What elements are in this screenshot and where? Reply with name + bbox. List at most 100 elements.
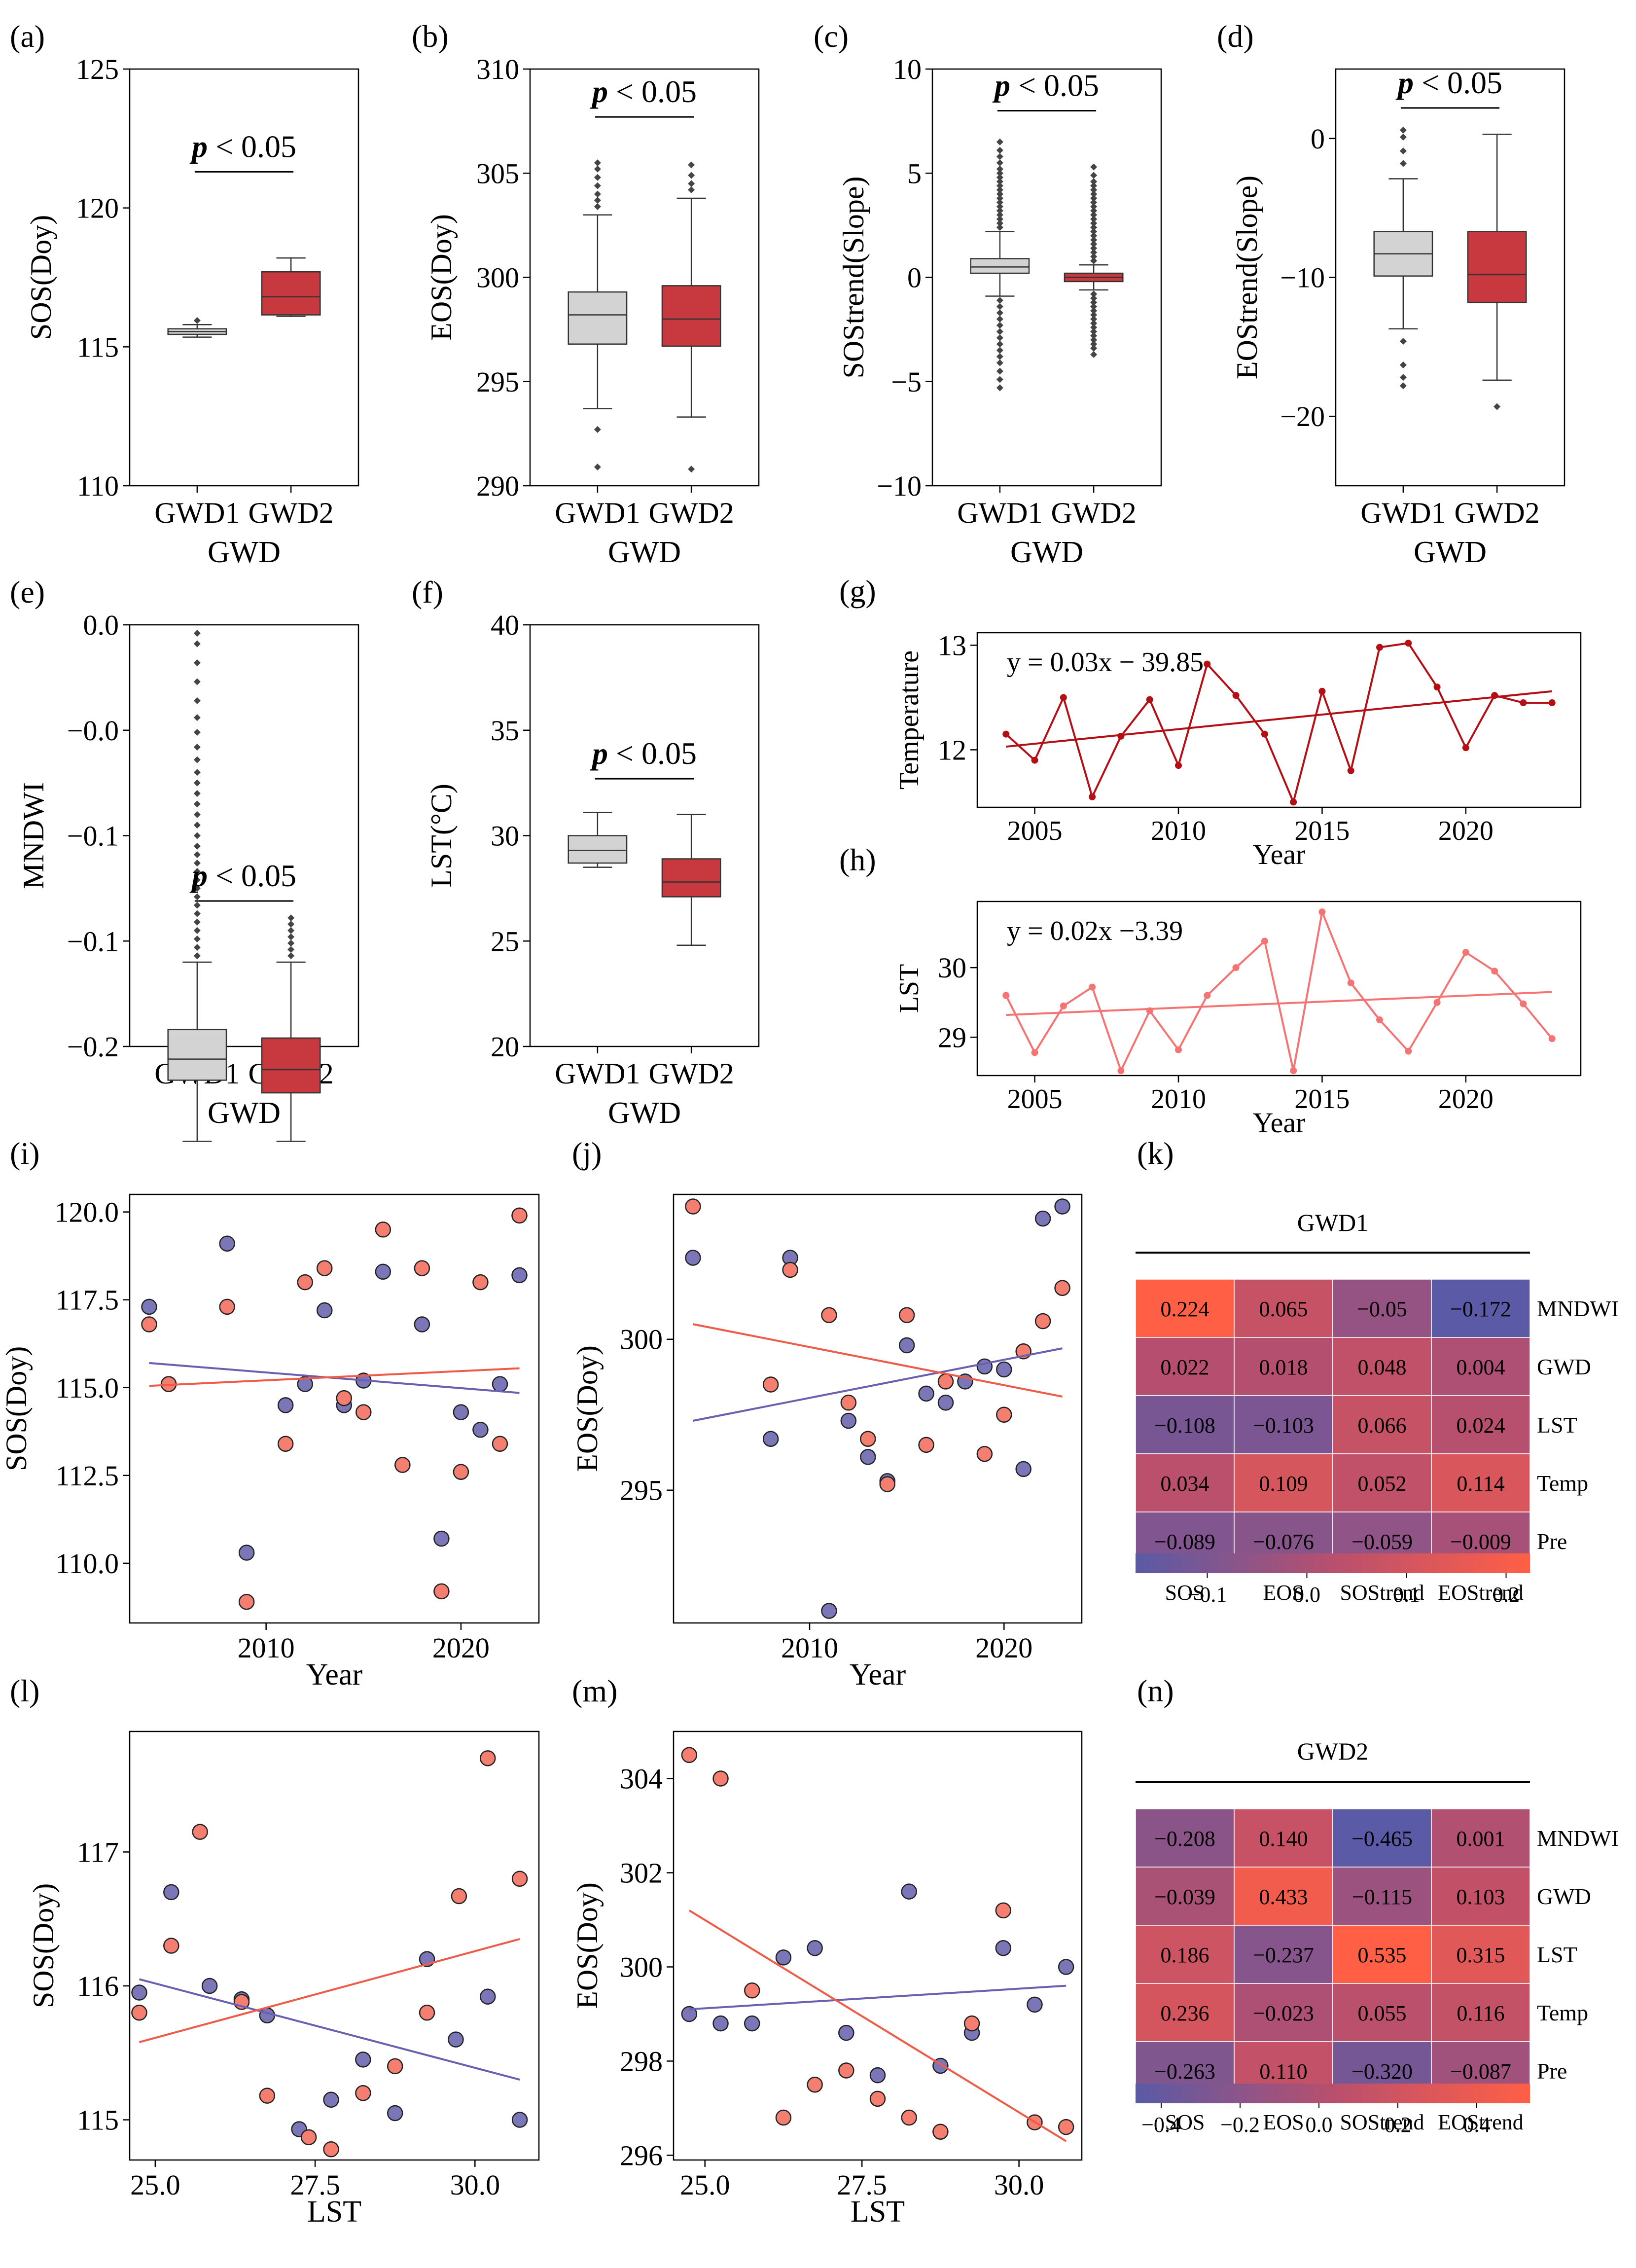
heatmap-cell [1234,1453,1333,1512]
outlier-point [996,359,1003,366]
scatter-point [681,1747,698,1763]
y-tick-label: 296 [620,2139,663,2171]
heatmap-cell-value: 0.433 [1259,1885,1308,1909]
axes-frame [529,68,760,487]
outlier-point [1090,332,1098,339]
outlier-point [996,207,1003,215]
outlier-point [688,186,695,194]
outlier-point [996,170,1003,177]
heatmap-cell [1431,1337,1530,1396]
y-tick-label: 29 [938,1021,966,1053]
y-tick-label: 116 [77,1970,119,2002]
y-tick-label: 40 [491,609,519,641]
data-point [1548,1035,1556,1043]
scatter-point [259,2088,276,2104]
outlier-point [1399,147,1407,155]
data-point [1261,937,1268,945]
heatmap-row-label: GWD [1537,1354,1591,1379]
box-iqr [661,858,721,898]
heatmap-cell-value: 0.048 [1358,1355,1407,1379]
y-tick-label: 115.0 [56,1372,119,1404]
outlier-point [996,159,1003,167]
panel-label: (f) [412,575,443,610]
heatmap-cell [1234,1867,1333,1926]
heatmap-cell-value: −0.059 [1351,1530,1413,1554]
heatmap-cell-value: −0.108 [1154,1413,1215,1438]
colorbar-tick-label: 0.0 [1293,1583,1320,1607]
scatter-point [300,2129,317,2146]
colorbar-tick-label: 0.4 [1463,2113,1491,2137]
outlier-point [996,174,1003,181]
outlier-point [1090,336,1098,344]
scatter-point [163,1884,179,1901]
scatter-point [869,2090,886,2107]
scatter-point [712,2015,729,2032]
scatter-point [192,1824,208,1840]
outlier-point [996,199,1003,206]
outlier-point [193,790,201,797]
scatter-point [480,1988,496,2005]
panel-label: (k) [1137,1136,1174,1171]
fit-line [693,1347,1063,1422]
outlier-point [594,197,601,204]
outlier-point [1090,345,1098,352]
y-tick-label: 300 [620,1951,663,1983]
heatmap-cell-value: 0.116 [1457,2001,1504,2025]
colorbar-tick-label: −0.2 [1220,2113,1260,2137]
outlier-point [996,203,1003,210]
scatter-point [685,1198,701,1215]
y-axis-label: EOS(Doy) [571,1345,604,1472]
outlier-point [1090,257,1098,264]
outlier-point [996,328,1003,335]
outlier-point [996,334,1003,342]
outlier-point [996,224,1003,231]
data-point [1462,949,1469,956]
outlier-point [1090,253,1098,260]
scatter-point [1054,1280,1070,1296]
y-tick-label: 295 [476,366,519,398]
scatter-point [1058,2119,1074,2135]
colorbar-tick-label: −0.1 [1188,1583,1227,1607]
data-point [1060,1002,1067,1009]
data-point [1405,1047,1412,1055]
scatter-point [387,2058,403,2075]
scatter-point [277,1397,294,1413]
data-point [1376,1016,1383,1024]
outlier-point [688,466,695,473]
outlier-point [688,161,695,169]
outlier-point [996,316,1003,323]
scatter-point [297,1376,313,1392]
data-point [1433,684,1441,691]
scatter-point [511,2112,528,2128]
outlier-point [193,935,201,942]
scatter-point [238,1545,255,1561]
heatmap-row-label: Pre [1537,1529,1567,1554]
data-point [1318,908,1326,916]
outlier-point [193,317,201,324]
heatmap-cell-value: 0.034 [1161,1472,1209,1496]
scatter-point [744,2015,760,2032]
heatmap-cell-value: 0.140 [1259,1827,1308,1851]
x-axis-label: GWD [608,536,681,569]
heatmap-row-label: LST [1537,1942,1577,1967]
scatter-point [807,2076,823,2093]
outlier-point [1090,340,1098,348]
scatter-point [996,1406,1012,1423]
data-point [1204,660,1211,668]
y-tick-label: 0 [1311,123,1325,155]
scatter-point [394,1457,411,1473]
colorbar [1136,1553,1530,1573]
heatmap-cell-value: 0.186 [1161,1943,1209,1967]
outlier-point [193,779,201,787]
heatmap-cell [1135,1867,1235,1926]
outlier-point [594,182,601,189]
y-tick-label: 35 [491,715,519,747]
y-axis-label: Temperature [894,650,925,790]
y-tick-label: −10 [877,470,922,502]
significance-label: p < 0.05 [1395,65,1502,100]
outlier-point [193,860,201,867]
significance-label: p < 0.05 [590,736,697,771]
heatmap-cell-value: −0.023 [1253,2001,1314,2025]
y-tick-label: 304 [620,1763,663,1795]
box-iqr [568,835,628,864]
